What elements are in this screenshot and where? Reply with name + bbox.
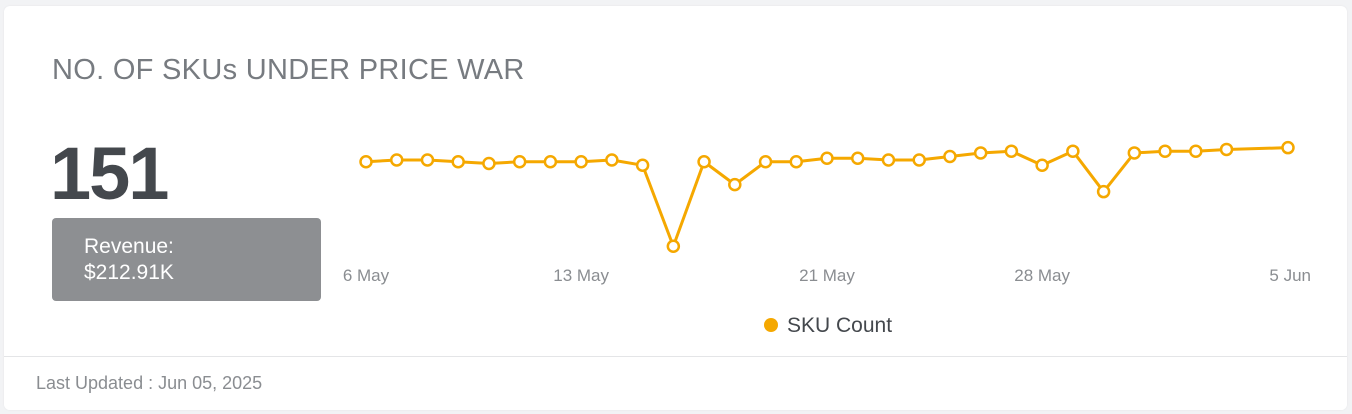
price-war-card: NO. OF SKUs UNDER PRICE WAR 151 Revenue:… <box>4 6 1347 410</box>
data-point[interactable] <box>820 151 834 165</box>
data-point[interactable] <box>420 153 435 167</box>
data-point[interactable] <box>1281 140 1295 155</box>
data-point[interactable] <box>1158 144 1172 158</box>
data-point[interactable] <box>574 155 588 169</box>
sku-count-line-chart: 6 May 13 May 21 May 28 May 5 Jun SKU Count <box>343 140 1311 337</box>
data-point[interactable] <box>1127 146 1142 160</box>
data-point[interactable] <box>451 155 465 169</box>
legend-label[interactable]: SKU Count <box>787 314 892 337</box>
card-footer: Last Updated : Jun 05, 2025 <box>4 356 1347 410</box>
data-point[interactable] <box>912 153 926 167</box>
revenue-value: $212.91K <box>84 261 174 284</box>
data-point[interactable] <box>789 155 804 169</box>
data-point[interactable] <box>1219 142 1234 157</box>
revenue-label: Revenue: <box>84 235 174 258</box>
data-point[interactable] <box>728 177 742 192</box>
data-point[interactable] <box>543 155 558 169</box>
last-updated-text: Last Updated : Jun 05, 2025 <box>36 373 263 393</box>
x-tick-label: 28 May <box>1014 266 1070 285</box>
data-point[interactable] <box>697 155 711 169</box>
data-point[interactable] <box>850 151 865 165</box>
sku-count-value: 151 <box>50 132 169 215</box>
x-tick-label: 21 May <box>799 266 855 285</box>
data-point[interactable] <box>758 155 773 169</box>
data-point[interactable] <box>973 146 988 160</box>
card-title: NO. OF SKUs UNDER PRICE WAR <box>52 54 525 86</box>
data-point[interactable] <box>512 155 527 169</box>
data-point[interactable] <box>1004 144 1019 158</box>
data-point[interactable] <box>1035 158 1049 173</box>
x-tick-label: 6 May <box>343 266 390 285</box>
x-tick-label: 5 Jun <box>1269 266 1311 285</box>
x-axis-ticks: 6 May 13 May 21 May 28 May 5 Jun <box>343 266 1311 285</box>
data-point[interactable] <box>482 156 496 171</box>
data-point[interactable] <box>1066 144 1080 158</box>
data-point[interactable] <box>359 155 373 169</box>
data-point[interactable] <box>1189 144 1203 158</box>
revenue-badge: Revenue: $212.91K <box>52 218 321 301</box>
data-point[interactable] <box>389 153 404 167</box>
data-point[interactable] <box>881 153 896 167</box>
chart-legend[interactable]: SKU Count <box>764 314 892 337</box>
data-point[interactable] <box>605 153 619 167</box>
x-tick-label: 13 May <box>553 266 609 285</box>
data-point[interactable] <box>1096 184 1111 199</box>
data-point[interactable] <box>666 239 681 253</box>
data-point[interactable] <box>943 149 957 164</box>
legend-marker-icon <box>764 318 778 332</box>
data-point[interactable] <box>635 158 650 173</box>
series-layer <box>359 140 1295 253</box>
